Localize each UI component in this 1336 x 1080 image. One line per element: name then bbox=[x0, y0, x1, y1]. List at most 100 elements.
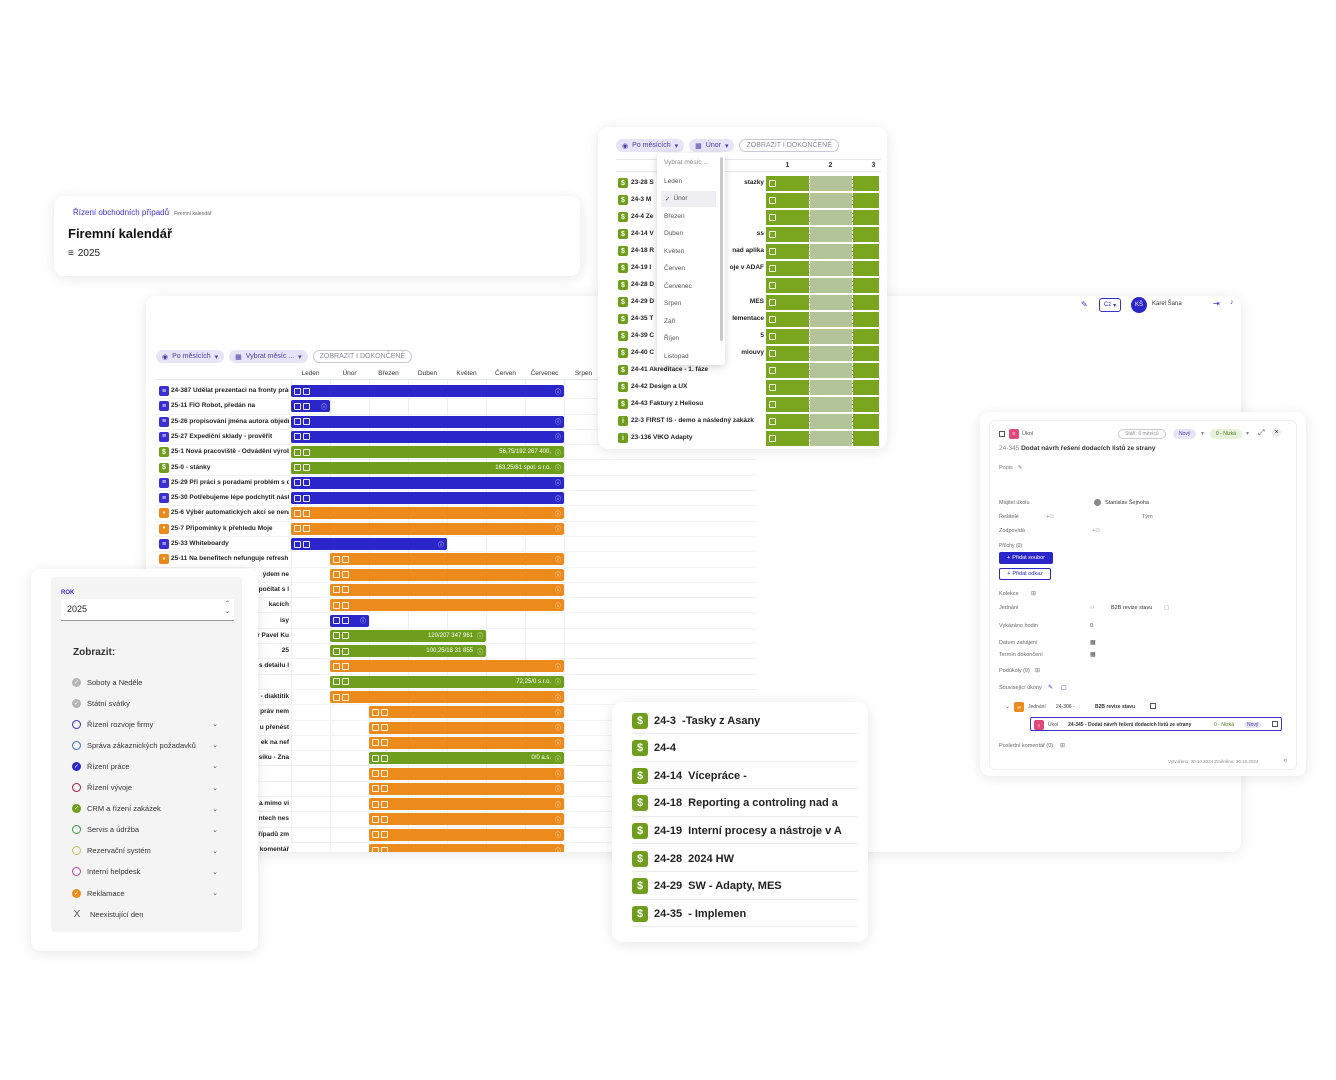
add-link-button[interactable]: + Přidat odkaz bbox=[999, 568, 1051, 580]
gantt-row[interactable]: $25-1 Nová pracoviště - Odvádění výroby 5… bbox=[156, 445, 756, 461]
row-label[interactable]: s detailu l bbox=[259, 662, 289, 670]
gantt-bar[interactable]: ⓘ bbox=[369, 813, 564, 826]
gantt-bar[interactable]: ⓘ bbox=[330, 583, 564, 596]
popup-row[interactable]: $23-28 S stazky bbox=[616, 175, 881, 192]
toggle-circle-icon[interactable] bbox=[72, 783, 81, 792]
checkbox-icon[interactable] bbox=[294, 418, 301, 426]
row-label[interactable]: práv nem bbox=[260, 708, 289, 716]
row-label[interactable]: řípadů zm bbox=[258, 830, 289, 838]
popup-row[interactable]: $24-4 Ze bbox=[616, 209, 881, 226]
expand-icon[interactable] bbox=[303, 433, 310, 441]
row-label[interactable]: kacích bbox=[268, 601, 289, 609]
info-icon[interactable]: ⓘ bbox=[476, 634, 483, 641]
toggle-circle-icon[interactable] bbox=[72, 825, 81, 835]
info-icon[interactable]: ⓘ bbox=[554, 695, 561, 702]
gantt-row[interactable]: ≡ 25-29 Při práci s poradami problém s du… bbox=[156, 476, 756, 492]
info-icon[interactable]: ⓘ bbox=[554, 435, 561, 442]
gantt-row[interactable]: ⓘ bbox=[156, 767, 756, 782]
info-icon[interactable]: ⓘ bbox=[554, 726, 561, 733]
gantt-bar[interactable]: ⓘ bbox=[369, 767, 564, 780]
tree-name[interactable]: B2B revize stavu bbox=[1095, 704, 1136, 710]
popup-row-label[interactable]: 24-42 Design a UX bbox=[631, 383, 688, 390]
row-label[interactable]: 25-30 Potřebujeme lépe podchytit nástu bbox=[171, 494, 289, 502]
popup-bar[interactable] bbox=[766, 363, 879, 378]
gantt-row[interactable]: ≡ 25-26 propisování jména autora objedná ⓘ bbox=[156, 415, 756, 430]
info-icon[interactable]: ⓘ bbox=[554, 710, 561, 717]
checkbox-icon[interactable] bbox=[294, 525, 301, 533]
checkbox-icon[interactable] bbox=[372, 754, 379, 762]
chevron-down-icon[interactable]: ⌄ bbox=[212, 721, 218, 729]
gantt-row[interactable]: s detailu l ⓘ bbox=[156, 659, 756, 675]
info-icon[interactable]: ⓘ bbox=[437, 542, 444, 549]
gantt-bar[interactable]: 0/0 a.s. ⓘ bbox=[369, 752, 564, 765]
row-label[interactable]: 25-26 propisování jména autora objedná bbox=[171, 417, 289, 425]
popup-row[interactable]: i 22-3 FIRST IS - demo a následný zakázk bbox=[616, 413, 881, 430]
gantt-bar[interactable]: ⓘ bbox=[330, 568, 564, 581]
info-icon[interactable]: ⓘ bbox=[554, 496, 561, 503]
list-item[interactable]: $24-35 - Implemen bbox=[632, 901, 857, 928]
popup-bar[interactable] bbox=[766, 397, 879, 412]
popup-bar[interactable] bbox=[766, 244, 879, 259]
row-label[interactable]: 25-33 Whiteboardy bbox=[171, 540, 229, 547]
gantt-row[interactable]: 72,25/0 s.r.o. ⓘ bbox=[156, 675, 756, 690]
row-label[interactable]: 25-0 - stánky bbox=[171, 463, 211, 471]
owner-value[interactable]: Stanislav Šejnoha bbox=[1105, 500, 1150, 506]
checkbox-icon[interactable] bbox=[333, 647, 340, 655]
info-icon[interactable]: ⓘ bbox=[554, 557, 561, 564]
gantt-bar[interactable]: ⓘ bbox=[369, 828, 564, 841]
gantt-bar[interactable]: 120/207 347 961 ⓘ bbox=[330, 629, 486, 642]
popup-show-done-chip[interactable]: ZOBRAZIT I DOKONČENÉ bbox=[739, 139, 839, 152]
dropdown-item[interactable]: Březen bbox=[661, 208, 716, 224]
dropdown-item[interactable]: Srpen bbox=[661, 296, 716, 312]
edit-icon[interactable]: ✎ bbox=[1081, 300, 1088, 309]
popup-bar[interactable] bbox=[766, 414, 879, 429]
info-icon[interactable]: ⓘ bbox=[554, 756, 561, 763]
popup-row-label[interactable]: 24-41 Akreditace - 1. fáze bbox=[631, 366, 709, 373]
info-icon[interactable]: ⓘ bbox=[554, 848, 561, 853]
calendar-icon[interactable]: ▦ bbox=[1090, 652, 1096, 658]
chevron-down-icon[interactable]: ▾ bbox=[1201, 431, 1205, 437]
chevron-down-icon[interactable]: ⌄ bbox=[1005, 704, 1011, 710]
expand-icon[interactable] bbox=[381, 815, 388, 823]
chevron-down-icon[interactable]: ⌄ bbox=[212, 847, 218, 855]
info-icon[interactable]: ⓘ bbox=[554, 450, 561, 457]
checkbox-icon[interactable] bbox=[294, 402, 301, 410]
checkbox-icon[interactable] bbox=[769, 384, 776, 391]
expand-icon[interactable]: ⤢ bbox=[1258, 428, 1265, 437]
checkbox-icon[interactable] bbox=[372, 770, 379, 777]
bell-icon[interactable]: ♪ bbox=[1230, 299, 1234, 306]
breadcrumb-parent[interactable]: Řízení obchodních případů bbox=[73, 208, 170, 217]
popup-row[interactable]: $24-14 V ss bbox=[616, 226, 881, 243]
popup-row[interactable]: $24-35 T lementace bbox=[616, 311, 881, 328]
row-label[interactable]: 25-11 Na benefitech nefunguje refresh bbox=[171, 555, 289, 563]
gantt-bar[interactable]: ⓘ bbox=[369, 798, 564, 811]
checkbox-icon[interactable] bbox=[294, 540, 301, 548]
checkbox-icon[interactable] bbox=[769, 248, 776, 255]
check-circle-icon[interactable]: ✓ bbox=[72, 761, 81, 771]
popup-row[interactable]: $24-18 R nad aplika bbox=[616, 243, 881, 260]
list-item[interactable]: $24-29 SW - Adapty, MES bbox=[632, 874, 857, 900]
info-icon[interactable]: ⓘ bbox=[554, 772, 561, 778]
gantt-row[interactable]: ≡ 25-30 Potřebujeme lépe podchytit nástu ⓘ bbox=[156, 491, 756, 507]
gantt-bar[interactable]: ⓘ bbox=[291, 492, 564, 505]
gantt-bar[interactable]: ⓘ bbox=[291, 400, 330, 413]
popup-bar[interactable] bbox=[766, 176, 879, 191]
expand-icon[interactable] bbox=[303, 479, 310, 487]
expand-icon[interactable] bbox=[303, 464, 310, 471]
dropdown-item[interactable]: Květen bbox=[661, 243, 716, 259]
expand-icon[interactable] bbox=[303, 494, 310, 502]
gantt-row[interactable]: • 25-7 Připomínky k přehledu Moje ⓘ bbox=[156, 522, 756, 537]
gantt-row[interactable]: počítat s l ⓘ bbox=[156, 583, 756, 599]
expand-icon[interactable] bbox=[342, 662, 349, 670]
checkbox-icon[interactable] bbox=[333, 571, 340, 579]
info-icon[interactable]: ⓘ bbox=[554, 527, 561, 534]
info-icon[interactable]: ⓘ bbox=[554, 787, 561, 794]
row-label[interactable]: u přenést bbox=[259, 723, 289, 731]
popup-row-label[interactable]: 24-19 I bbox=[631, 264, 652, 271]
popup-row-label[interactable]: 24-18 R bbox=[631, 247, 655, 254]
checkbox-icon[interactable] bbox=[294, 387, 301, 395]
expand-icon[interactable] bbox=[303, 402, 310, 410]
gantt-bar[interactable]: ⓘ bbox=[291, 415, 564, 428]
dropdown-item[interactable]: Červenec bbox=[661, 278, 716, 294]
row-label[interactable]: r Pavel Ku bbox=[257, 631, 289, 639]
